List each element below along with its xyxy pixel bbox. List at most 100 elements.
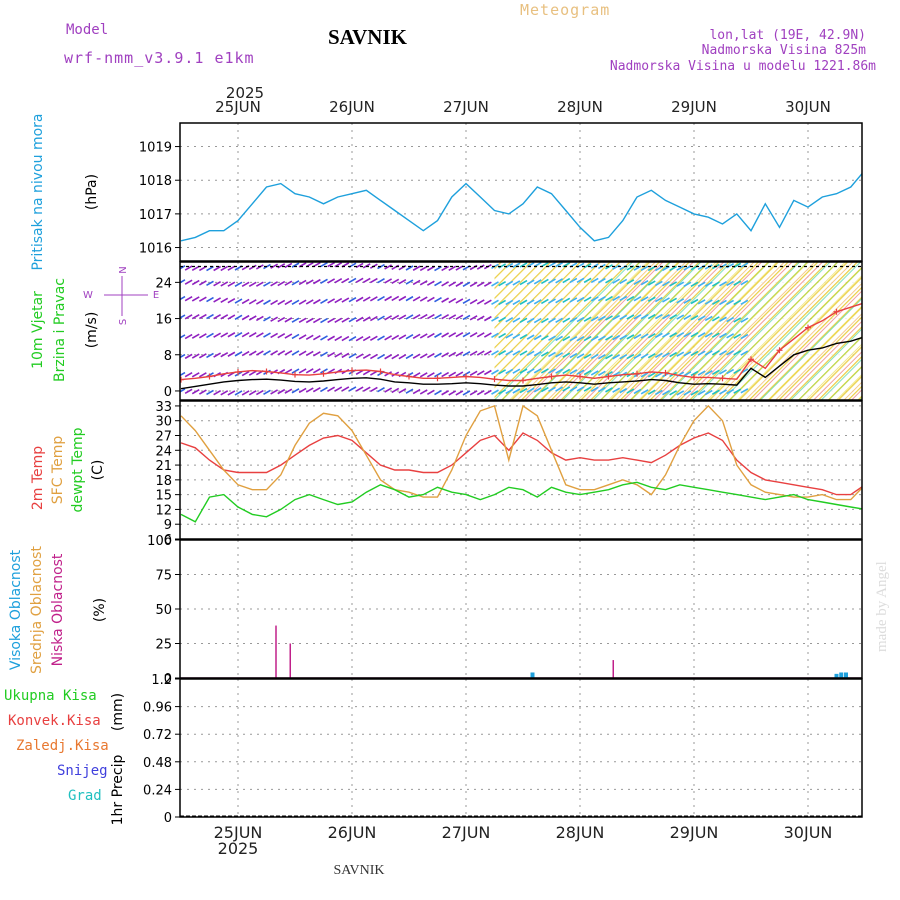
wind-arrow	[405, 334, 414, 340]
wind-arrow	[369, 277, 378, 284]
wind-arrow	[519, 317, 528, 323]
gust-marker	[605, 373, 612, 380]
hatch-line	[875, 262, 900, 400]
wind-arrow	[291, 262, 300, 268]
wind-arrow	[540, 368, 549, 374]
wind-panel: 0 8 16 24	[155, 261, 900, 401]
wind-arrow	[284, 317, 293, 323]
wind-arrow	[597, 295, 606, 302]
wind-arrow	[234, 331, 243, 338]
model-label: Model	[66, 22, 108, 38]
wind-arrow	[533, 350, 542, 357]
wind-arrow	[320, 298, 328, 304]
wind-arrow	[633, 296, 642, 302]
wind-arrow	[540, 351, 549, 357]
hatch-line	[600, 262, 740, 400]
wind-arrow	[533, 334, 542, 341]
wind-arrow	[612, 264, 621, 270]
y-tick-label: 100	[147, 534, 172, 549]
y-tick-label: 1.2	[151, 673, 172, 688]
dewpt-line	[180, 481, 862, 523]
gust-marker	[206, 373, 213, 380]
wind-arrow	[263, 350, 271, 356]
wind-arrow	[255, 389, 264, 396]
wind-arrow	[569, 297, 578, 303]
cloud-unit: (%)	[92, 598, 108, 622]
wind-arrow	[241, 331, 250, 338]
wind-arrow	[540, 317, 549, 324]
low-cloud-bar	[289, 643, 291, 678]
wind-arrow	[312, 334, 321, 341]
bottom-day-label: 28JUN	[556, 823, 605, 842]
wind-arrow	[391, 314, 400, 321]
wind-arrow	[669, 390, 678, 396]
wind-arrow	[726, 316, 735, 323]
wind-arrow	[362, 263, 371, 269]
wind-arrow	[533, 279, 542, 285]
bottom-day-label: 29JUN	[670, 823, 719, 842]
wind-arrow	[740, 333, 749, 340]
wind-arrow	[434, 313, 442, 320]
wind-arrow	[441, 281, 450, 287]
wind-arrow	[419, 353, 428, 359]
wind-arrow	[241, 350, 250, 357]
wind-arrow	[191, 353, 200, 359]
wind-arrow	[377, 278, 385, 284]
wind-arrow	[441, 265, 450, 272]
wind-arrow	[569, 352, 578, 359]
wind-arrow	[305, 279, 314, 285]
wind-arrow	[719, 281, 727, 287]
wind-arrow	[576, 369, 585, 375]
wind-arrow	[491, 299, 499, 306]
hatch-line	[509, 262, 649, 400]
gust-marker	[235, 368, 241, 375]
wind-arrow	[327, 317, 336, 324]
wind-arrow	[320, 278, 328, 284]
wind-arrow	[198, 333, 207, 339]
wind-arrow	[369, 335, 378, 342]
y-tick-label: 27	[155, 430, 172, 445]
high-cloud-bar	[887, 672, 891, 678]
y-tick-label: 9	[164, 518, 172, 533]
temp-ylabel3: dewpt Temp	[70, 427, 86, 512]
wind-arrow	[277, 316, 286, 323]
wind-arrow	[220, 281, 229, 287]
wind-arrow	[654, 332, 663, 339]
wind-arrow	[213, 352, 222, 358]
wind-arrow	[180, 388, 186, 393]
wind-arrow	[683, 281, 692, 288]
wind-arrow	[555, 368, 564, 374]
wind-arrow	[548, 278, 556, 284]
wind-arrow	[569, 317, 578, 323]
high-cloud-bar	[839, 672, 844, 678]
wind-arrow	[277, 299, 286, 306]
wind-arrow	[426, 265, 435, 272]
panel-border	[179, 122, 863, 262]
cloud-ylabel3: Niska Oblacnost	[50, 553, 66, 666]
wind-arrow	[227, 265, 236, 271]
low-cloud-bar	[275, 625, 277, 678]
hatch-line	[729, 267, 862, 400]
wind-arrow	[227, 332, 236, 338]
wind-arrow	[398, 334, 407, 340]
wind-arrow	[590, 277, 599, 284]
wind-arrow	[562, 277, 571, 284]
wind-arrow	[462, 281, 471, 288]
wind-arrow	[291, 317, 300, 323]
wind-arrow	[633, 353, 642, 360]
y-tick-label: 8	[164, 349, 172, 364]
wind-arrow	[412, 265, 421, 271]
hatch-line	[516, 262, 656, 400]
wind-arrow	[669, 332, 678, 338]
wind-arrow	[733, 299, 742, 306]
wind-arrow	[305, 317, 314, 324]
wind-arrow	[184, 388, 193, 395]
cloud-panel: 0 25 50 75 100	[147, 534, 891, 687]
wind-arrow	[676, 390, 685, 396]
wind-arrow	[419, 280, 428, 286]
wind-arrow	[576, 335, 585, 342]
gust-marker	[263, 368, 270, 375]
hatch-line	[539, 262, 679, 400]
year-label-top: 2025	[226, 84, 264, 102]
